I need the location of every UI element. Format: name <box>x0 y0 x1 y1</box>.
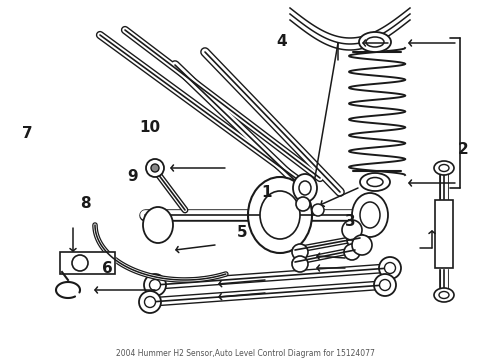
Ellipse shape <box>344 244 360 260</box>
Ellipse shape <box>151 164 159 172</box>
Ellipse shape <box>359 32 391 52</box>
Ellipse shape <box>143 207 173 243</box>
Ellipse shape <box>360 173 390 191</box>
Text: 6: 6 <box>102 261 113 276</box>
Ellipse shape <box>312 204 324 216</box>
Ellipse shape <box>439 292 449 298</box>
Ellipse shape <box>434 288 454 302</box>
Bar <box>60 252 115 274</box>
Text: 5: 5 <box>237 225 248 240</box>
Ellipse shape <box>374 274 396 296</box>
Ellipse shape <box>379 279 391 291</box>
Ellipse shape <box>293 174 317 202</box>
Text: 2004 Hummer H2 Sensor,Auto Level Control Diagram for 15124077: 2004 Hummer H2 Sensor,Auto Level Control… <box>116 348 374 357</box>
Ellipse shape <box>385 262 395 274</box>
Ellipse shape <box>366 37 384 47</box>
Ellipse shape <box>434 161 454 175</box>
Ellipse shape <box>352 235 372 255</box>
Text: 3: 3 <box>345 214 356 229</box>
Ellipse shape <box>292 244 308 260</box>
Ellipse shape <box>299 181 311 195</box>
Ellipse shape <box>352 193 388 237</box>
Text: 8: 8 <box>80 196 91 211</box>
Text: 10: 10 <box>139 120 160 135</box>
Ellipse shape <box>292 256 308 272</box>
Text: 4: 4 <box>276 34 287 49</box>
Ellipse shape <box>347 232 363 248</box>
Ellipse shape <box>146 159 164 177</box>
Ellipse shape <box>367 177 383 186</box>
Bar <box>435 200 453 268</box>
Ellipse shape <box>144 274 166 296</box>
Ellipse shape <box>296 197 310 211</box>
Ellipse shape <box>260 191 300 239</box>
Ellipse shape <box>439 165 449 171</box>
Text: 2: 2 <box>458 142 468 157</box>
Bar <box>60 252 115 274</box>
Ellipse shape <box>145 297 155 307</box>
Text: 9: 9 <box>127 169 138 184</box>
Ellipse shape <box>149 279 161 291</box>
Text: 1: 1 <box>262 185 272 200</box>
Ellipse shape <box>139 291 161 313</box>
Ellipse shape <box>72 255 88 271</box>
Bar <box>435 200 453 268</box>
Ellipse shape <box>379 257 401 279</box>
Ellipse shape <box>360 202 380 228</box>
Ellipse shape <box>342 220 362 240</box>
Ellipse shape <box>248 177 312 253</box>
Text: 7: 7 <box>22 126 32 141</box>
